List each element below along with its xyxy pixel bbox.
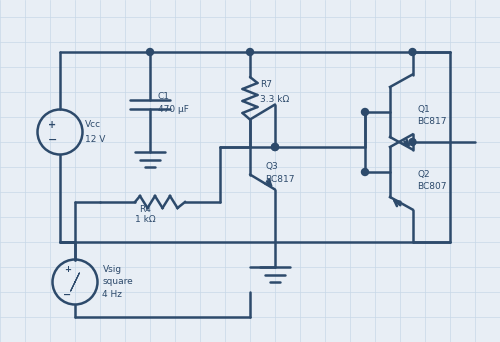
- Circle shape: [409, 139, 416, 145]
- Circle shape: [272, 144, 278, 150]
- Text: square: square: [102, 277, 133, 287]
- Circle shape: [362, 108, 368, 116]
- Text: 12 V: 12 V: [85, 135, 105, 144]
- Text: R4: R4: [139, 205, 151, 214]
- Text: Vcc: Vcc: [85, 120, 101, 129]
- Text: BC817: BC817: [418, 118, 447, 127]
- Text: Q1: Q1: [418, 105, 430, 114]
- Circle shape: [146, 49, 154, 55]
- Circle shape: [362, 169, 368, 175]
- Text: Q3: Q3: [265, 162, 278, 171]
- Text: Vsig: Vsig: [102, 265, 122, 274]
- Circle shape: [272, 144, 278, 150]
- Text: 470 µF: 470 µF: [158, 105, 188, 114]
- Text: C1: C1: [158, 92, 170, 102]
- Text: 1 kΩ: 1 kΩ: [134, 215, 156, 224]
- Text: +: +: [48, 119, 56, 130]
- Circle shape: [246, 49, 254, 55]
- Text: −: −: [64, 289, 72, 300]
- Text: BC817: BC817: [265, 175, 294, 184]
- Text: Q2: Q2: [418, 170, 430, 179]
- Text: 4 Hz: 4 Hz: [102, 290, 122, 299]
- Text: 3.3 kΩ: 3.3 kΩ: [260, 95, 289, 104]
- Text: +: +: [64, 265, 71, 274]
- Text: BC807: BC807: [418, 183, 447, 192]
- Text: −: −: [48, 134, 57, 145]
- Circle shape: [409, 49, 416, 55]
- Text: R7: R7: [260, 80, 272, 89]
